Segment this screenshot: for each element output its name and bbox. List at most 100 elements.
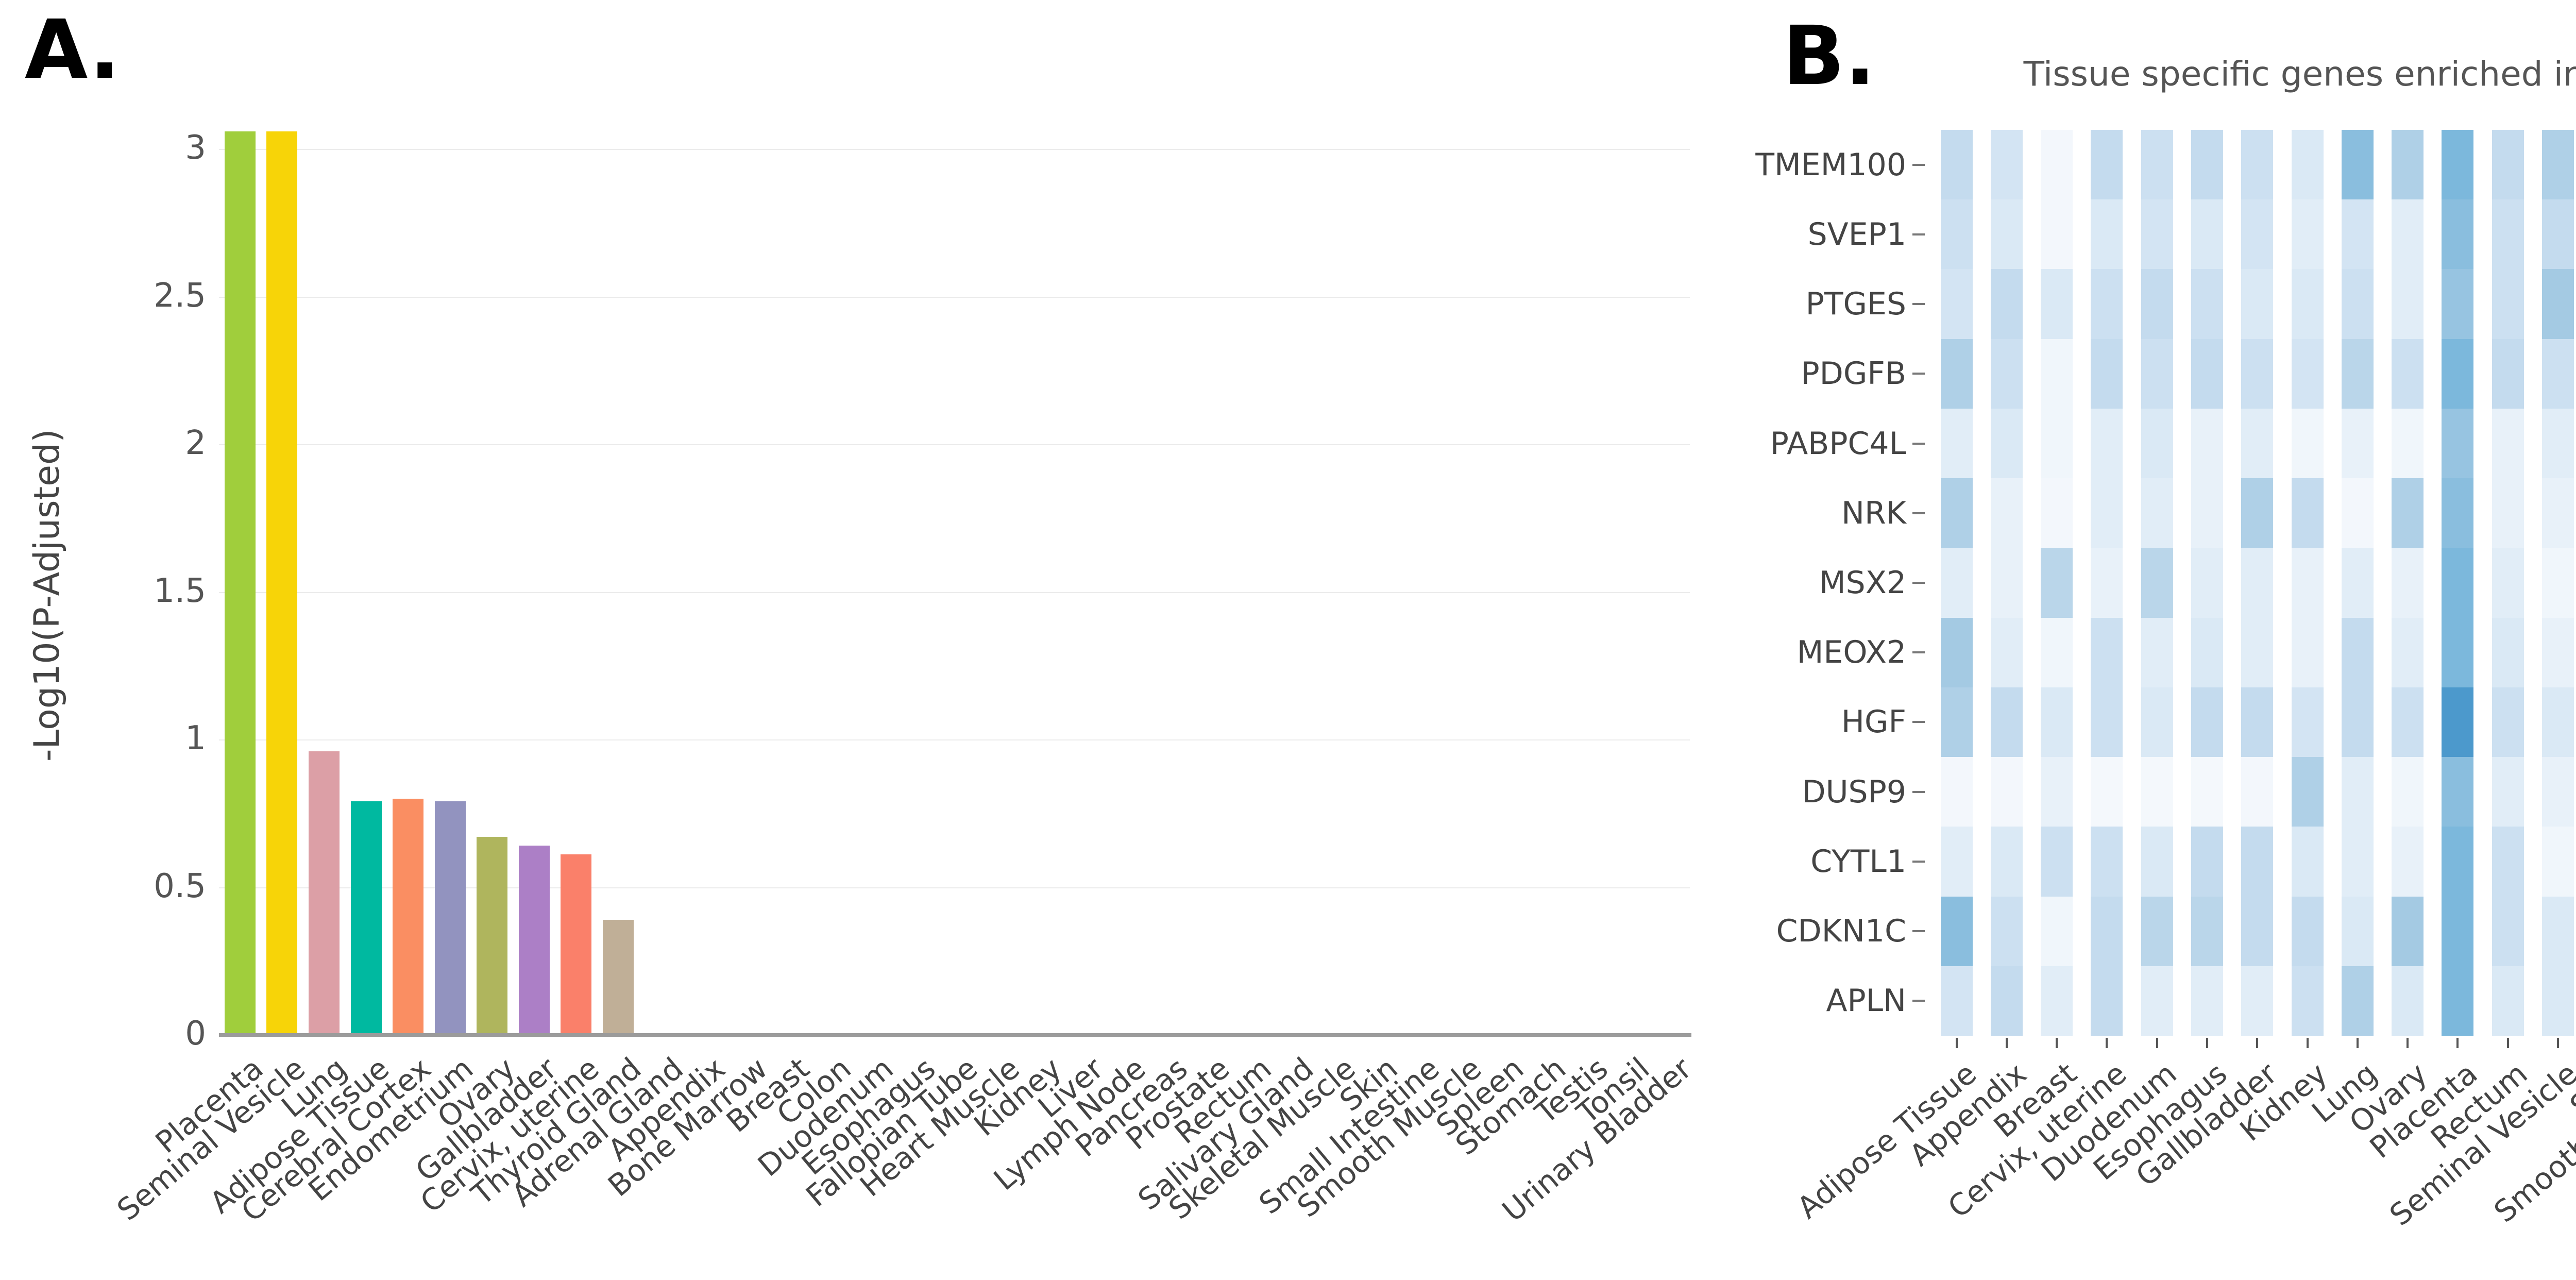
- heatmap-cell: [2492, 687, 2524, 757]
- bar-chart-y-tick-label: 2: [185, 424, 206, 462]
- heatmap-gene-labels: TMEM100 SVEP1 PTGES PDGFB PABPC4L NRK MSX2 MEOX…: [1700, 0, 1906, 1280]
- heatmap-gene-label: DUSP9: [1802, 773, 1906, 810]
- heatmap-cell: [2492, 966, 2524, 1036]
- heatmap-cell: [2191, 827, 2224, 897]
- heatmap-cell: [2241, 269, 2274, 339]
- bar-chart-y-tick-label: 0: [185, 1015, 206, 1053]
- heatmap-cell: [1940, 617, 1973, 687]
- heatmap-cell: [2291, 408, 2324, 479]
- heatmap-cell: [1940, 966, 1973, 1036]
- heatmap-cell: [1940, 339, 1973, 409]
- heatmap-cell: [2191, 269, 2224, 339]
- heatmap-cell: [2341, 827, 2374, 897]
- bar-cervix-uterine: [561, 854, 592, 1035]
- heatmap-cell: [2392, 687, 2424, 757]
- heatmap-y-tick-mark: [1912, 1000, 1925, 1002]
- bar-cerebral-cortex: [393, 798, 424, 1035]
- heatmap-cell: [2392, 827, 2424, 897]
- heatmap-cell: [1990, 966, 2023, 1036]
- heatmap-cell: [2041, 617, 2073, 687]
- heatmap-cell: [2141, 757, 2173, 827]
- heatmap-cell: [1990, 687, 2023, 757]
- heatmap-x-tick-mark: [2556, 1038, 2559, 1048]
- heatmap-cell: [2091, 130, 2123, 200]
- heatmap-x-tick-mark: [2506, 1038, 2509, 1048]
- heatmap-cell: [2392, 548, 2424, 618]
- heatmap-plot-area: [1931, 130, 2576, 1036]
- heatmap-cell: [2341, 966, 2374, 1036]
- heatmap-cell: [2492, 408, 2524, 479]
- bar-chart-plot-area: [219, 131, 1690, 1035]
- heatmap-x-tick-mark: [2156, 1038, 2158, 1048]
- bar-chart-y-tick-label: 2.5: [154, 276, 206, 315]
- heatmap-cell: [2341, 339, 2374, 409]
- heatmap-cell: [2392, 408, 2424, 479]
- heatmap-cell: [2241, 339, 2274, 409]
- heatmap-cell: [1940, 548, 1973, 618]
- heatmap-y-tick-mark: [1912, 582, 1925, 584]
- heatmap-cell: [2191, 130, 2224, 200]
- heatmap-y-tick-mark: [1912, 163, 1925, 166]
- heatmap-x-tick-mark: [2106, 1038, 2108, 1048]
- heatmap-cell: [2392, 199, 2424, 270]
- heatmap-cell: [2291, 199, 2324, 270]
- heatmap-cell: [2141, 966, 2173, 1036]
- heatmap-y-tick-mark: [1912, 373, 1925, 375]
- heatmap-cell: [2341, 478, 2374, 548]
- heatmap-cell: [2241, 478, 2274, 548]
- heatmap-gene-label: HGF: [1841, 704, 1906, 740]
- heatmap-cell: [2442, 896, 2474, 966]
- heatmap-cell: [2091, 339, 2123, 409]
- bar-chart-y-tick-label: 3: [185, 129, 206, 167]
- heatmap-cell: [2341, 199, 2374, 270]
- heatmap-cell: [1940, 478, 1973, 548]
- heatmap-cell: [2091, 408, 2123, 479]
- heatmap-cell: [2041, 130, 2073, 200]
- heatmap-gene-label: MEOX2: [1797, 634, 1906, 671]
- heatmap-cell: [2492, 896, 2524, 966]
- bar-adipose-tissue: [350, 801, 382, 1035]
- heatmap-gene-label: PTGES: [1805, 286, 1906, 323]
- bar-chart-y-axis-title: -Log10(P-Adjusted): [27, 429, 67, 762]
- bar-chart-gridline: [219, 739, 1690, 740]
- heatmap-cell: [2392, 269, 2424, 339]
- heatmap-gene-label: CDKN1C: [1776, 913, 1906, 950]
- bar-seminal-vesicle: [266, 131, 298, 1035]
- heatmap-cell: [2541, 966, 2574, 1036]
- heatmap-cell: [2041, 408, 2073, 479]
- heatmap-y-tick-mark: [1912, 303, 1925, 306]
- heatmap-cell: [2541, 408, 2574, 479]
- heatmap-cell: [2141, 269, 2173, 339]
- heatmap-cell: [1990, 617, 2023, 687]
- heatmap-x-tick-mark: [2056, 1038, 2058, 1048]
- heatmap-y-tick-mark: [1912, 442, 1925, 445]
- heatmap-cell: [2492, 757, 2524, 827]
- heatmap-x-tick-mark: [2206, 1038, 2209, 1048]
- heatmap-cell: [2191, 966, 2224, 1036]
- heatmap-cell: [1990, 408, 2023, 479]
- heatmap-cell: [2541, 757, 2574, 827]
- heatmap-cell: [2191, 896, 2224, 966]
- heatmap-cell: [2492, 617, 2524, 687]
- heatmap-cell: [2392, 966, 2424, 1036]
- heatmap-cell: [2291, 966, 2324, 1036]
- bar-gallbladder: [518, 846, 550, 1035]
- heatmap-y-tick-mark: [1912, 651, 1925, 654]
- heatmap-cell: [1990, 130, 2023, 200]
- heatmap-cell: [2442, 408, 2474, 479]
- heatmap-cell: [2442, 548, 2474, 618]
- heatmap-cell: [1990, 478, 2023, 548]
- heatmap-cell: [2492, 130, 2524, 200]
- bar-chart-x-axis-line: [219, 1033, 1691, 1037]
- heatmap-cell: [2392, 617, 2424, 687]
- heatmap-cell: [2041, 548, 2073, 618]
- heatmap-cell: [1940, 896, 1973, 966]
- heatmap-y-tick-mark: [1912, 930, 1925, 933]
- heatmap-cell: [2091, 548, 2123, 618]
- heatmap-cell: [2541, 269, 2574, 339]
- heatmap-cell: [2341, 408, 2374, 479]
- heatmap-cell: [1940, 130, 1973, 200]
- heatmap-cell: [2241, 408, 2274, 479]
- heatmap-gene-label: NRK: [1841, 495, 1906, 531]
- heatmap-cell: [2341, 757, 2374, 827]
